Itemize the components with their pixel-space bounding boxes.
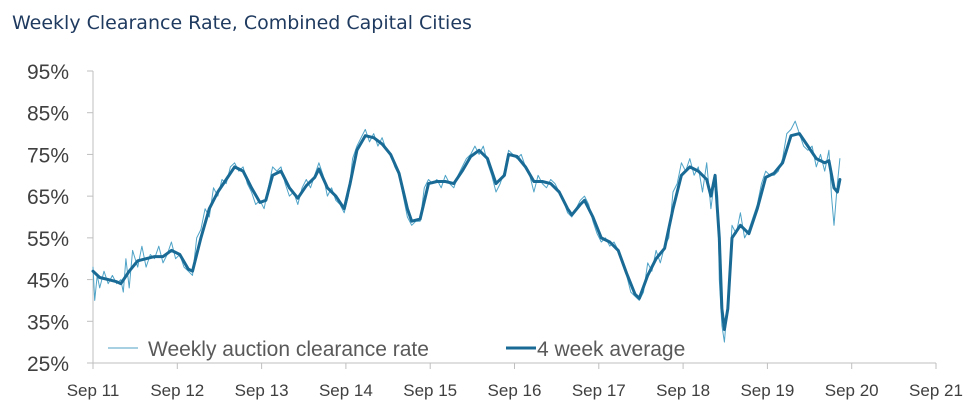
legend-weekly-label: Weekly auction clearance rate (148, 338, 429, 361)
y-axis-ticks: 95% 85% 75% 65% 55% 45% 35% 25% (27, 61, 93, 376)
y-tick-label: 25% (27, 353, 69, 376)
x-tick-label: Sep 12 (150, 381, 204, 400)
legend-average-label: 4 week average (537, 338, 685, 361)
y-tick-label: 45% (27, 270, 69, 293)
y-tick-label: 95% (27, 61, 69, 84)
x-tick-label: Sep 13 (235, 381, 289, 400)
x-tick-label: Sep 17 (572, 381, 626, 400)
x-tick-label: Sep 15 (403, 381, 457, 400)
x-tick-label: Sep 21 (909, 381, 963, 400)
x-tick-label: Sep 11 (67, 381, 120, 400)
series-group (91, 120, 842, 343)
x-axis-ticks: Sep 11 Sep 12 Sep 13 Sep 14 Sep 15 Sep 16 Sep … (67, 363, 963, 400)
y-tick-label: 85% (27, 103, 69, 126)
x-tick-label: Sep 20 (825, 381, 879, 400)
x-tick-label: Sep 14 (319, 381, 373, 400)
chart-title: Weekly Clearance Rate, Combined Capital … (12, 12, 472, 34)
y-tick-label: 55% (27, 228, 69, 251)
y-tick-label: 35% (27, 311, 69, 334)
y-tick-label: 65% (27, 186, 69, 209)
legend: Weekly auction clearance rate 4 week ave… (108, 338, 685, 361)
x-tick-label: Sep 16 (488, 381, 542, 400)
x-tick-label: Sep 18 (656, 381, 710, 400)
series-4-week-average-line (91, 132, 842, 332)
y-tick-label: 75% (27, 144, 69, 167)
x-tick-label: Sep 19 (740, 381, 794, 400)
